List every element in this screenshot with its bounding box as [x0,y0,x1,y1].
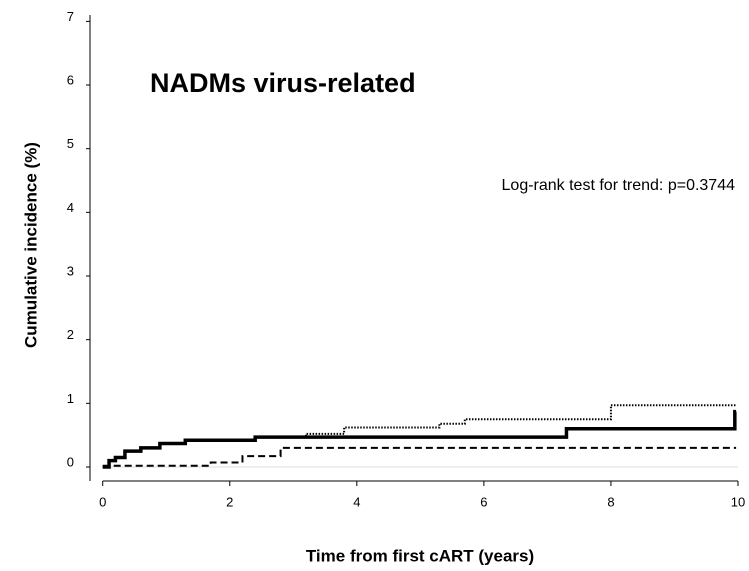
step-line [102,404,737,468]
y-tick-label: 1 [67,391,74,406]
y-tick-label: 7 [67,9,74,24]
chart-title: NADMs virus-related [150,68,416,98]
y-tick-label: 0 [67,454,74,469]
x-tick-label: 0 [99,494,106,509]
x-tick-label: 4 [353,494,360,509]
x-tick-label: 2 [226,494,233,509]
y-axis-label: Cumulative incidence (%) [21,142,40,348]
y-tick-label: 6 [67,72,74,87]
y-tick-label: 4 [67,200,74,215]
y-tick-label: 3 [67,263,74,278]
annotation: Log-rank test for trend: p=0.3744 [502,177,736,194]
x-tick-label: 6 [480,494,487,509]
step-line [102,409,737,469]
x-axis-label: Time from first cART (years) [306,546,534,565]
x-tick-label: 10 [731,494,745,509]
step-line [102,446,737,467]
y-tick-label: 2 [67,327,74,342]
y-tick-label: 5 [67,136,74,151]
x-tick-label: 8 [607,494,614,509]
